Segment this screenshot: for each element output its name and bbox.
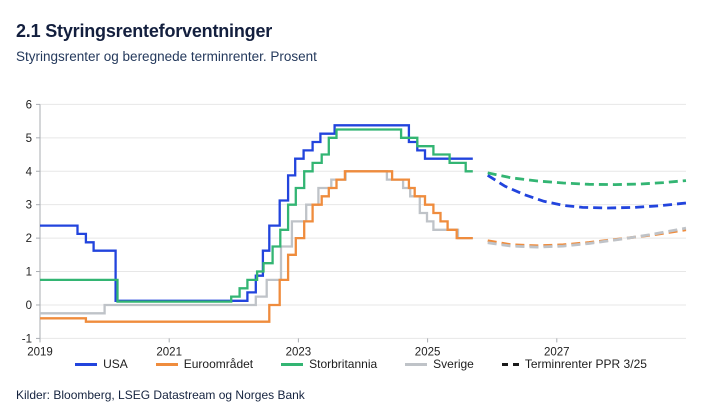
legend-label: Sverige (433, 357, 474, 371)
chart-sources: Kilder: Bloomberg, LSEG Datastream og No… (16, 388, 305, 402)
x-tick-label: 2021 (156, 346, 182, 356)
y-tick-label: 1 (26, 267, 32, 279)
y-tick-label: 3 (26, 200, 32, 212)
series-euroomr-det (40, 170, 473, 323)
legend-item-euroomr-det: Euroområdet (155, 357, 254, 371)
y-tick-label: 2 (26, 233, 32, 245)
legend-line-icon (75, 362, 98, 366)
legend-label: Storbritannia (309, 357, 378, 371)
legend-line-icon (405, 362, 428, 366)
legend-label: USA (103, 357, 128, 371)
legend-label: Terminrenter PPR 3/25 (524, 357, 647, 371)
y-tick-label: 0 (26, 300, 32, 312)
legend-item-storbritannia: Storbritannia (281, 357, 377, 371)
x-tick-label: 2027 (544, 346, 570, 356)
series-usa (40, 124, 473, 302)
y-tick-label: 5 (26, 133, 32, 145)
legend-item-terminrenter-ppr-3-25: Terminrenter PPR 3/25 (501, 357, 647, 371)
series-storbritannia (40, 128, 473, 303)
y-tick-label: 6 (26, 99, 32, 111)
chart-title: 2.1 Styringsrenteforventninger (16, 21, 273, 41)
y-tick-label: -1 (22, 333, 32, 345)
x-tick-label: 2023 (286, 346, 312, 356)
legend-dashed-line-icon (501, 362, 519, 366)
x-tick-label: 2019 (27, 346, 53, 356)
series-sverige-terminrenter-ppr-3-25 (487, 226, 687, 249)
chart-subtitle: Styringsrenter og beregnede terminrenter… (16, 49, 317, 64)
legend-line-icon (281, 362, 304, 366)
series-storbritannia-terminrenter-ppr-3-25 (487, 171, 687, 187)
legend-item-usa: USA (75, 357, 128, 371)
series-usa-terminrenter-ppr-3-25 (486, 174, 687, 210)
legend-label: Euroområdet (183, 357, 254, 371)
x-tick-label: 2025 (415, 346, 441, 356)
chart-legend: USA Euroområdet Storbritannia Sverige Termin… (0, 357, 722, 371)
y-tick-label: 4 (26, 166, 33, 178)
legend-item-sverige: Sverige (405, 357, 474, 371)
legend-line-icon (155, 362, 178, 366)
